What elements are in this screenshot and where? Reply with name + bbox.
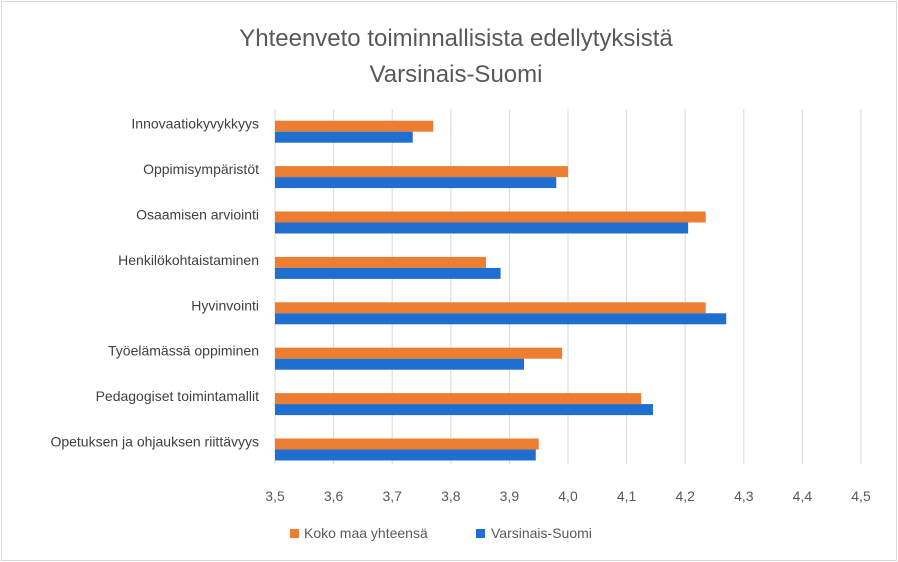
x-tick-label: 3,9 (500, 488, 520, 504)
category-label: Hyvinvointi (191, 297, 259, 313)
category-label-layer: Innovaatiokyvykkyys Oppimisympäristöt Osaa… (50, 116, 259, 450)
category-label: Osaamisen arviointi (136, 207, 259, 223)
bar-koko-maa (275, 211, 706, 223)
bar-varsinais-suomi (275, 222, 689, 234)
bar-koko-maa (275, 438, 539, 450)
tick-label-layer: 3,5 3,6 3,7 3,8 3,9 4,0 4,1 4,2 4,3 4,4 4,5 (265, 488, 871, 504)
bar-koko-maa (275, 120, 434, 132)
x-tick-label: 4,4 (793, 488, 813, 504)
category-label: Innovaatiokyvykkyys (131, 116, 259, 132)
x-tick-label: 4,2 (675, 488, 695, 504)
legend-label-varsinais-suomi: Varsinais-Suomi (491, 525, 592, 541)
bar-varsinais-suomi (275, 177, 557, 189)
category-label: Oppimisympäristöt (143, 161, 259, 177)
x-tick-label: 3,8 (441, 488, 461, 504)
x-tick-label: 4,1 (617, 488, 637, 504)
category-label: Pedagogiset toimintamallit (96, 388, 260, 404)
bar-varsinais-suomi (275, 358, 525, 370)
category-label: Työelämässä oppiminen (108, 343, 259, 359)
category-label: Opetuksen ja ohjauksen riittävyys (50, 434, 259, 450)
x-tick-label: 4,0 (558, 488, 578, 504)
bar-koko-maa (275, 393, 642, 405)
bar-koko-maa (275, 166, 568, 178)
x-tick-label: 3,5 (265, 488, 285, 504)
legend-swatch-koko-maa (290, 529, 299, 538)
bar-koko-maa (275, 347, 563, 359)
bar-layer (275, 120, 727, 461)
bar-koko-maa (275, 302, 706, 314)
x-tick-label: 4,3 (734, 488, 754, 504)
legend-swatch-varsinais-suomi (476, 529, 485, 538)
chart-subtitle: Varsinais-Suomi (370, 61, 543, 88)
chart-title: Yhteenveto toiminnallisista edellytyksis… (239, 25, 673, 52)
legend: Koko maa yhteensä Varsinais-Suomi (290, 525, 592, 541)
bar-varsinais-suomi (275, 313, 727, 325)
bar-varsinais-suomi (275, 404, 653, 416)
x-tick-label: 3,6 (324, 488, 344, 504)
bar-varsinais-suomi (275, 267, 501, 279)
x-tick-label: 4,5 (851, 488, 871, 504)
legend-label-koko-maa: Koko maa yhteensä (304, 525, 428, 541)
category-label: Henkilökohtaistaminen (118, 252, 259, 268)
bar-varsinais-suomi (275, 449, 536, 461)
bar-varsinais-suomi (275, 131, 413, 143)
bar-koko-maa (275, 256, 486, 268)
x-tick-label: 3,7 (382, 488, 402, 504)
